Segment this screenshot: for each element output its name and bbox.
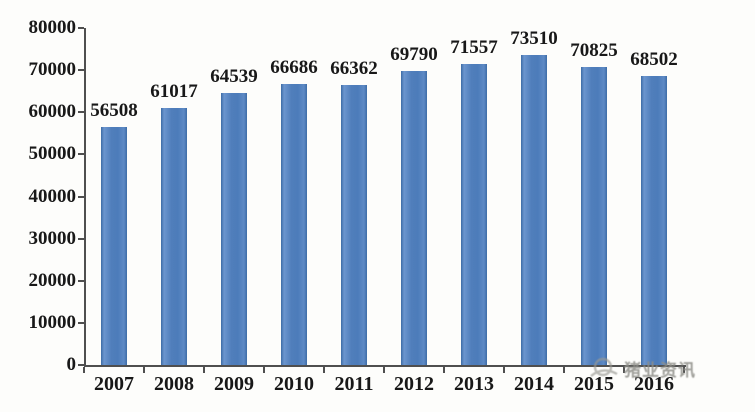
y-axis-tick [78,153,84,156]
y-tick-label: 20000 [28,269,77,291]
x-axis-tick [323,367,325,373]
bar-2010 [281,84,307,365]
x-axis-tick [203,367,205,373]
x-category-label: 2014 [514,373,554,395]
swirl-logo-icon [590,357,618,377]
bar-value-label: 56508 [90,99,138,121]
x-axis-tick [443,367,445,373]
bar-value-label: 61017 [150,80,198,102]
x-category-label: 2013 [454,373,494,395]
bar-2013 [461,63,487,365]
bar-value-label: 71557 [450,36,498,58]
y-tick-label: 50000 [28,143,77,165]
y-tick-label: 70000 [28,59,77,81]
bar-value-label: 68502 [630,49,678,71]
x-category-label: 2009 [214,373,254,395]
y-axis-tick [78,237,84,240]
y-axis-tick [78,69,84,72]
y-axis-line [84,28,86,367]
y-axis-tick [78,279,84,282]
bar-value-label: 66362 [330,58,378,80]
x-axis-tick [143,367,145,373]
y-tick-label: 80000 [28,17,77,38]
x-axis-tick [383,367,385,373]
x-axis-tick [683,367,685,373]
bar-2014 [521,55,547,365]
watermark: 猪业资讯 [589,355,696,381]
x-axis-tick [563,367,565,373]
y-axis-tick [78,321,84,324]
x-category-label: 2008 [154,373,194,395]
x-axis-tick [83,367,85,373]
y-tick-label: 10000 [28,311,77,333]
x-category-label: 2016 [634,373,674,395]
bar-value-label: 64539 [210,66,258,88]
x-category-label: 2011 [334,373,374,395]
x-category-label: 2010 [274,373,314,395]
bar-value-label: 70825 [570,39,618,61]
x-category-label: 2012 [394,373,434,395]
bar-2011 [341,85,367,365]
y-axis-tick [78,27,84,29]
bar-2012 [401,71,427,365]
bar-value-label: 69790 [390,44,438,65]
bar-2015 [581,66,607,365]
y-tick-label: 30000 [28,227,77,249]
y-axis-tick [78,111,84,114]
bar-2008 [161,107,187,365]
y-axis-tick [78,364,84,366]
y-tick-label: 0 [66,354,77,375]
bar-value-label: 73510 [510,28,558,50]
x-axis-tick [623,367,625,373]
x-axis-tick [503,367,505,373]
bar-2009 [221,93,247,365]
x-category-label: 2015 [574,373,614,395]
y-tick-label: 60000 [28,101,77,123]
bar-value-label: 66686 [270,57,318,79]
y-axis-tick [78,195,84,198]
x-category-label: 2007 [94,373,134,395]
bar-2016 [641,76,667,365]
y-tick-label: 40000 [28,185,77,207]
bar-2007 [101,126,127,365]
x-axis-line [84,365,686,367]
watermark-text: 猪业资讯 [624,360,696,380]
x-axis-tick [263,367,265,373]
